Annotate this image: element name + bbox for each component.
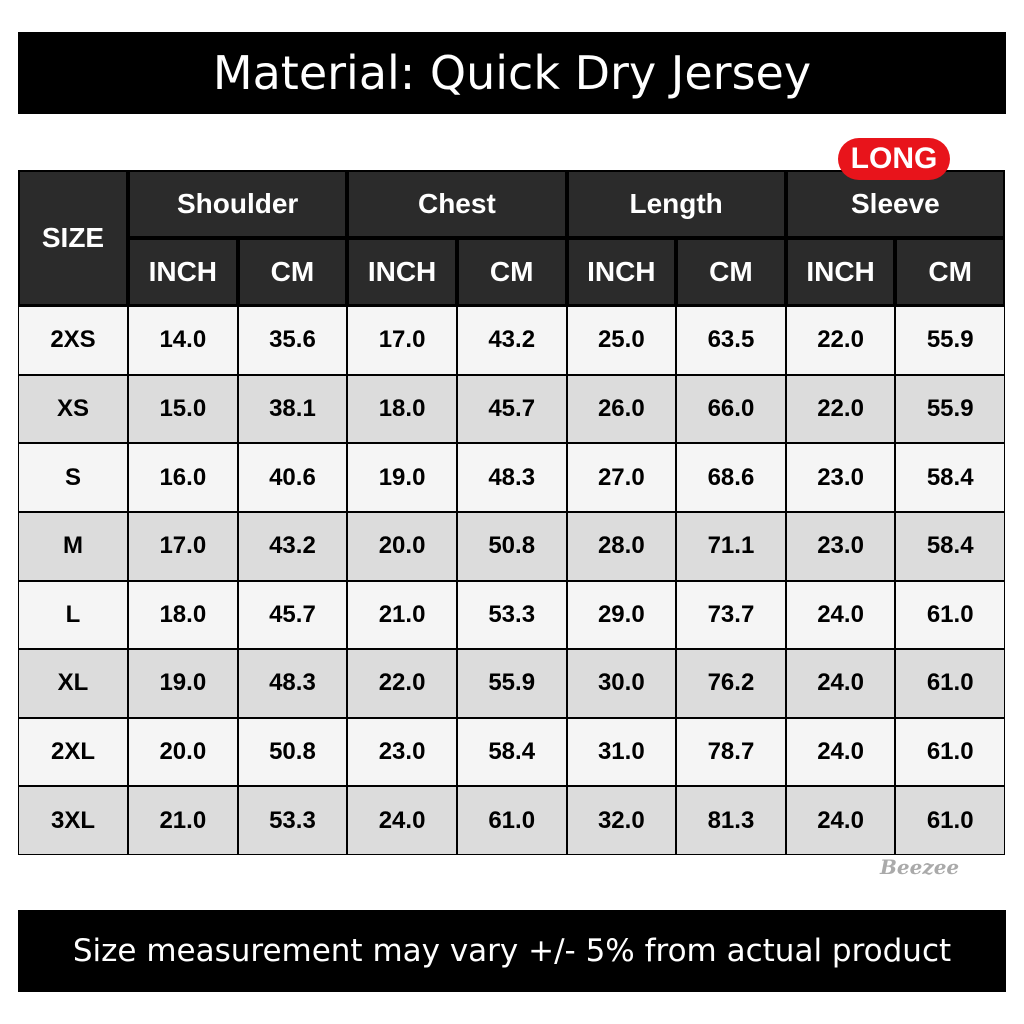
- value-cell: 26.0: [567, 375, 676, 443]
- value-cell: 38.1: [238, 375, 347, 443]
- footer-bar: Size measurement may vary +/- 5% from ac…: [18, 910, 1006, 992]
- value-cell: 66.0: [677, 375, 785, 443]
- value-cell: 22.0: [348, 650, 456, 717]
- long-badge: LONG: [838, 138, 950, 180]
- unit-header: INCH: [787, 240, 894, 304]
- group-header: Shoulder: [130, 172, 346, 236]
- value-cell: 18.0: [348, 375, 456, 443]
- size-table: SIZE Shoulder Chest Length Sleeve INCH CM INCH C…: [18, 170, 1005, 855]
- value-cell: 78.7: [677, 718, 785, 786]
- value-cell: 58.4: [896, 444, 1004, 511]
- value-cell: 29.0: [567, 581, 676, 649]
- value-cell: 31.0: [567, 718, 676, 786]
- value-cell: 73.7: [677, 581, 785, 649]
- group-header: Chest: [349, 172, 565, 236]
- value-cell: 50.8: [238, 718, 347, 786]
- value-cell: 58.4: [896, 512, 1004, 580]
- unit-header: CM: [897, 240, 1003, 304]
- group-header: Length: [568, 172, 784, 236]
- value-cell: 45.7: [238, 581, 347, 649]
- value-cell: 48.3: [457, 444, 566, 511]
- group-header: Sleeve: [787, 172, 1003, 236]
- unit-header: INCH: [130, 240, 236, 304]
- value-cell: 17.0: [129, 512, 237, 580]
- unit-header: INCH: [349, 240, 455, 304]
- value-cell: 55.9: [457, 650, 566, 717]
- value-cell: 24.0: [786, 581, 895, 649]
- value-cell: 23.0: [786, 512, 895, 580]
- size-cell: XL: [19, 650, 127, 717]
- unit-header: INCH: [568, 240, 675, 304]
- value-cell: 61.0: [896, 718, 1004, 786]
- unit-header: CM: [678, 240, 784, 304]
- value-cell: 61.0: [896, 650, 1004, 717]
- size-header: SIZE: [20, 172, 126, 304]
- value-cell: 17.0: [348, 307, 456, 374]
- footer-text: Size measurement may vary +/- 5% from ac…: [72, 933, 952, 969]
- value-cell: 19.0: [348, 444, 456, 511]
- brand-logo: Beezee: [880, 855, 960, 879]
- value-cell: 23.0: [348, 718, 456, 786]
- value-cell: 19.0: [129, 650, 237, 717]
- value-cell: 30.0: [567, 650, 676, 717]
- value-cell: 50.8: [457, 512, 566, 580]
- size-cell: 2XS: [19, 307, 127, 374]
- unit-header: CM: [239, 240, 346, 304]
- value-cell: 15.0: [129, 375, 237, 443]
- size-cell: S: [19, 444, 127, 511]
- size-cell: M: [19, 512, 127, 580]
- unit-header: CM: [458, 240, 565, 304]
- value-cell: 55.9: [896, 307, 1004, 374]
- value-cell: 45.7: [457, 375, 566, 443]
- title-bar: Material: Quick Dry Jersey: [18, 32, 1006, 114]
- value-cell: 20.0: [129, 718, 237, 786]
- value-cell: 32.0: [567, 787, 676, 854]
- value-cell: 76.2: [677, 650, 785, 717]
- value-cell: 71.1: [677, 512, 785, 580]
- value-cell: 55.9: [896, 375, 1004, 443]
- value-cell: 28.0: [567, 512, 676, 580]
- value-cell: 48.3: [238, 650, 347, 717]
- value-cell: 58.4: [457, 718, 566, 786]
- value-cell: 35.6: [238, 307, 347, 374]
- value-cell: 25.0: [567, 307, 676, 374]
- value-cell: 27.0: [567, 444, 676, 511]
- value-cell: 81.3: [677, 787, 785, 854]
- value-cell: 22.0: [786, 375, 895, 443]
- value-cell: 24.0: [786, 650, 895, 717]
- size-cell: XS: [19, 375, 127, 443]
- value-cell: 20.0: [348, 512, 456, 580]
- value-cell: 24.0: [786, 718, 895, 786]
- value-cell: 61.0: [457, 787, 566, 854]
- value-cell: 61.0: [896, 581, 1004, 649]
- value-cell: 43.2: [238, 512, 347, 580]
- value-cell: 53.3: [457, 581, 566, 649]
- value-cell: 14.0: [129, 307, 237, 374]
- size-cell: 2XL: [19, 718, 127, 786]
- size-cell: 3XL: [19, 787, 127, 854]
- value-cell: 53.3: [238, 787, 347, 854]
- value-cell: 24.0: [348, 787, 456, 854]
- value-cell: 61.0: [896, 787, 1004, 854]
- value-cell: 68.6: [677, 444, 785, 511]
- value-cell: 24.0: [786, 787, 895, 854]
- value-cell: 43.2: [457, 307, 566, 374]
- title: Material: Quick Dry Jersey: [212, 46, 812, 100]
- value-cell: 63.5: [677, 307, 785, 374]
- size-cell: L: [19, 581, 127, 649]
- value-cell: 18.0: [129, 581, 237, 649]
- value-cell: 40.6: [238, 444, 347, 511]
- value-cell: 16.0: [129, 444, 237, 511]
- value-cell: 21.0: [129, 787, 237, 854]
- value-cell: 21.0: [348, 581, 456, 649]
- value-cell: 22.0: [786, 307, 895, 374]
- value-cell: 23.0: [786, 444, 895, 511]
